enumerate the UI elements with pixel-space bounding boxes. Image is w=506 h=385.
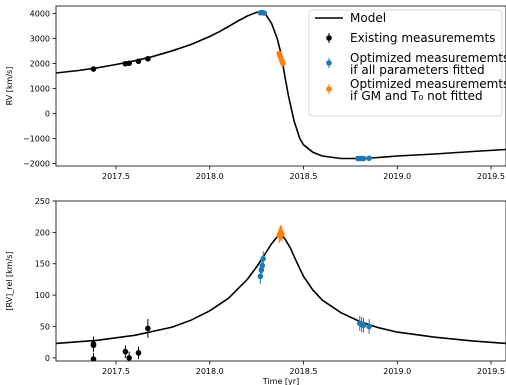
x-tick-label: 2018.5 xyxy=(290,367,318,376)
y-tick-label: −2000 xyxy=(23,160,50,169)
data-point xyxy=(126,60,132,67)
legend-label: if GM and T₀ not fitted xyxy=(350,89,483,103)
y-tick-label: 100 xyxy=(35,291,50,300)
data-point xyxy=(366,323,372,330)
x-tick-label: 2019.0 xyxy=(383,172,411,181)
series-optimized_fixed xyxy=(276,224,285,244)
y-tick-label: −1000 xyxy=(23,135,50,144)
legend-box xyxy=(308,9,503,117)
data-point xyxy=(257,273,264,280)
data-point xyxy=(280,60,286,67)
x-tick-label: 2018.0 xyxy=(196,172,224,181)
data-point xyxy=(135,350,142,356)
series-existing xyxy=(90,55,151,72)
series-optimized_all xyxy=(257,251,372,335)
y-tick-label: 50 xyxy=(40,322,50,331)
plot-frame xyxy=(55,5,506,167)
y-tick-label: 1000 xyxy=(30,85,50,94)
data-point xyxy=(122,348,129,355)
y-axis-label: [RV]_rel [km/s] xyxy=(5,251,14,310)
data-point xyxy=(260,255,266,262)
data-point xyxy=(261,10,267,16)
data-point xyxy=(90,356,97,361)
legend: Model Existing measurememts Optimized meas… xyxy=(308,9,506,117)
plot-frame xyxy=(55,200,506,362)
x-tick-label: 2019.5 xyxy=(477,367,505,376)
x-tick-label: 2017.5 xyxy=(102,172,130,181)
y-tick-label: 3000 xyxy=(30,35,50,44)
x-tick-label: 2019.0 xyxy=(383,367,411,376)
y-tick-label: 250 xyxy=(35,197,50,206)
data-point xyxy=(90,66,97,72)
data-point xyxy=(126,355,132,361)
relative-rv-panel: 2017.5 2018.0 2018.5 2019.0 2019.5 0 50 100 150 2… xyxy=(5,197,506,385)
legend-label: Optimized measurememts xyxy=(350,77,506,91)
legend-handle-marker xyxy=(326,60,332,66)
series-existing xyxy=(90,318,151,361)
y-tick-label: 4000 xyxy=(30,10,50,19)
rv-panel: 2017.5 2018.0 2018.5 2019.0 2019.5 −2000 −1000… xyxy=(5,5,506,181)
data-point xyxy=(135,58,142,65)
data-point xyxy=(360,155,367,162)
x-tick-label: 2018.0 xyxy=(196,367,224,376)
series-optimized_all xyxy=(257,9,372,162)
y-tick-label: 0 xyxy=(45,110,50,119)
x-tick-label: 2019.5 xyxy=(477,172,505,181)
legend-handle-marker xyxy=(326,86,332,92)
y-tick-label: 0 xyxy=(45,354,50,363)
legend-label: Existing measurememts xyxy=(350,31,495,45)
data-point xyxy=(366,155,372,162)
y-tick-label: 150 xyxy=(35,260,50,269)
model-curve xyxy=(56,11,506,160)
data-point xyxy=(360,322,367,329)
data-point xyxy=(259,262,266,269)
data-point xyxy=(279,231,285,238)
x-tick-label: 2017.5 xyxy=(102,367,130,376)
data-point xyxy=(145,325,151,332)
data-point xyxy=(145,55,151,62)
y-tick-label: 2000 xyxy=(30,60,50,69)
series-optimized_fixed xyxy=(276,50,286,67)
model-curve xyxy=(56,233,506,345)
legend-label: if all parameters fitted xyxy=(350,63,485,77)
legend-label: Model xyxy=(350,11,386,25)
data-point xyxy=(90,342,97,349)
legend-label: Optimized measurememts xyxy=(350,51,506,65)
legend-handle-marker xyxy=(326,35,332,41)
x-axis-label: Time [yr] xyxy=(262,377,299,385)
x-tick-label: 2018.5 xyxy=(290,172,318,181)
y-axis-label: RV [km/s] xyxy=(5,67,14,106)
y-tick-label: 200 xyxy=(35,228,50,237)
